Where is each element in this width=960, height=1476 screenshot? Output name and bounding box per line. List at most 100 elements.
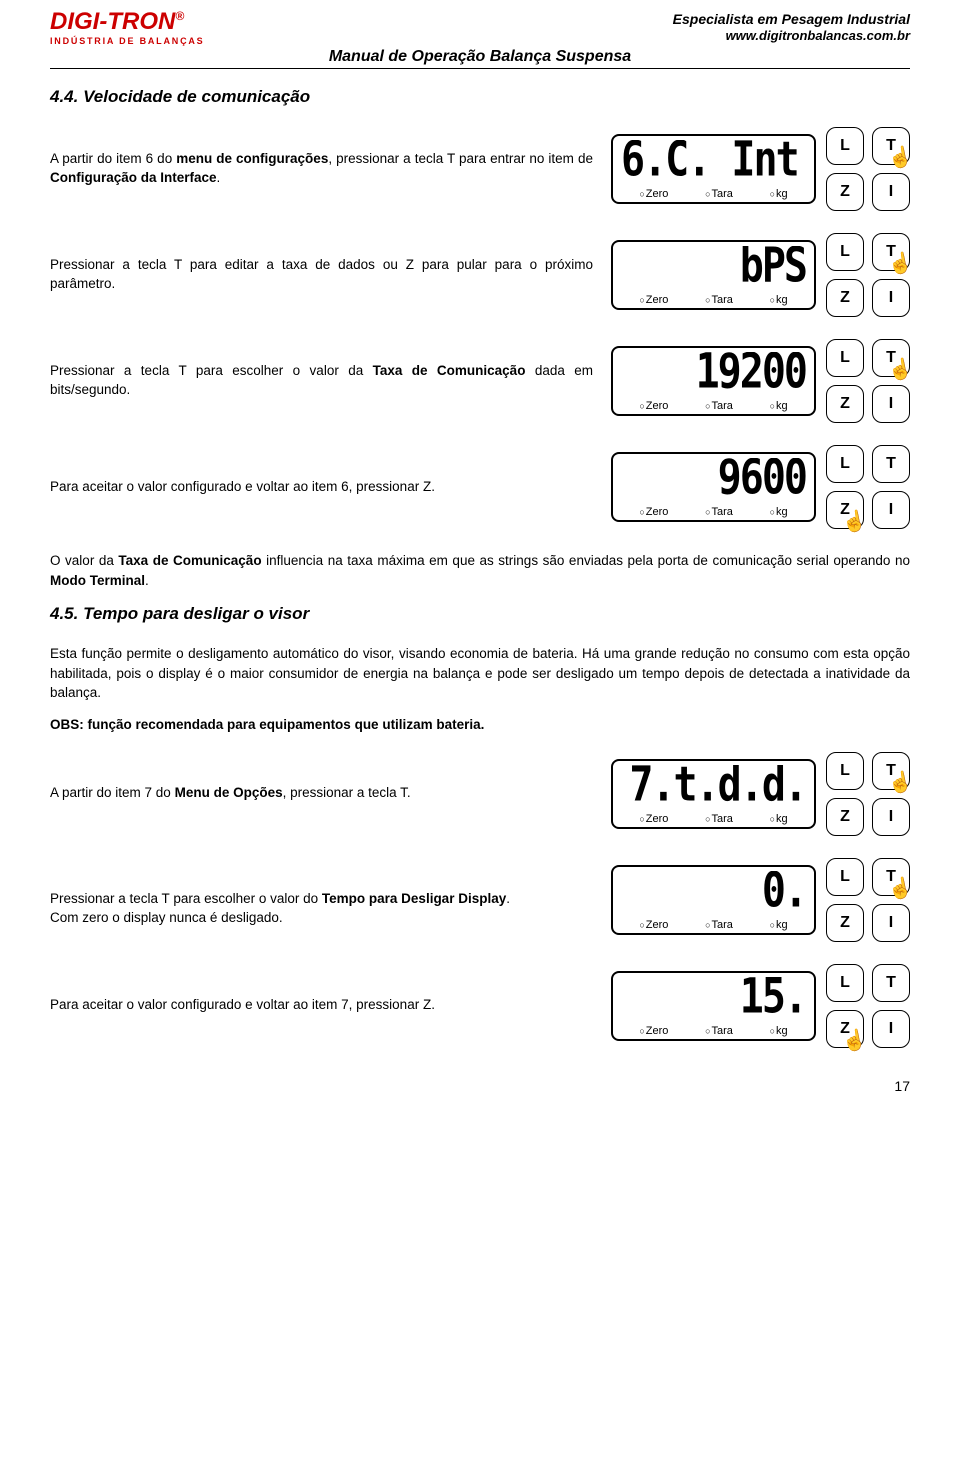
- lcd-value: 6.C. Int.: [621, 140, 806, 182]
- step-row: Para aceitar o valor configurado e volta…: [50, 445, 910, 529]
- page-header: DIGI-TRON® INDÚSTRIA DE BALANÇAS Especia…: [50, 10, 910, 69]
- lcd-labels: Zero Tara kg: [621, 813, 806, 825]
- page-number: 17: [50, 1078, 910, 1094]
- section-45-obs: OBS: função recomendada para equipamento…: [50, 717, 910, 732]
- button-T[interactable]: T☝: [872, 752, 910, 790]
- manual-title: Manual de Operação Balança Suspensa: [50, 48, 910, 66]
- website: www.digitronbalancas.com.br: [673, 28, 910, 45]
- lcd-label-tara: Tara: [705, 400, 733, 412]
- button-L[interactable]: L: [826, 858, 864, 896]
- button-grid: L T Z☝ I: [826, 445, 910, 529]
- step-row: Pressionar a tecla T para escolher o val…: [50, 339, 910, 423]
- lcd-label-zero: Zero: [639, 188, 668, 200]
- button-I[interactable]: I: [872, 491, 910, 529]
- lcd-labels: Zero Tara kg: [621, 1025, 806, 1037]
- display-group: 15. Zero Tara kg L T Z☝ I: [611, 964, 910, 1048]
- button-I[interactable]: I: [872, 1010, 910, 1048]
- button-L[interactable]: L: [826, 233, 864, 271]
- button-Z[interactable]: Z☝: [826, 1010, 864, 1048]
- button-I[interactable]: I: [872, 385, 910, 423]
- button-I[interactable]: I: [872, 173, 910, 211]
- button-Z[interactable]: Z: [826, 904, 864, 942]
- button-I[interactable]: I: [872, 279, 910, 317]
- lcd-label-kg: kg: [770, 506, 788, 518]
- section-44-footer-para: O valor da Taxa de Comunicação influenci…: [50, 551, 910, 590]
- logo-subtitle: INDÚSTRIA DE BALANÇAS: [50, 36, 204, 46]
- logo-reg: ®: [175, 9, 184, 23]
- step-row: A partir do item 7 do Menu de Opções, pr…: [50, 752, 910, 836]
- display-group: bPS Zero Tara kg L T☝ Z I: [611, 233, 910, 317]
- button-I[interactable]: I: [872, 904, 910, 942]
- lcd-value: 19200: [621, 352, 806, 394]
- lcd-value: 7.t.d.d.: [621, 765, 806, 807]
- tagline: Especialista em Pesagem Industrial: [673, 10, 910, 28]
- lcd-value: 15.: [621, 977, 806, 1019]
- step-row: A partir do item 6 do menu de configuraç…: [50, 127, 910, 211]
- lcd-labels: Zero Tara kg: [621, 919, 806, 931]
- lcd-label-kg: kg: [770, 1025, 788, 1037]
- lcd-display: 15. Zero Tara kg: [611, 971, 816, 1041]
- lcd-label-zero: Zero: [639, 400, 668, 412]
- button-L[interactable]: L: [826, 964, 864, 1002]
- step-text: A partir do item 7 do Menu de Opções, pr…: [50, 784, 593, 803]
- lcd-label-zero: Zero: [639, 506, 668, 518]
- lcd-display: 19200 Zero Tara kg: [611, 346, 816, 416]
- lcd-value: bPS: [621, 246, 806, 288]
- button-Z[interactable]: Z: [826, 385, 864, 423]
- step-text: Pressionar a tecla T para escolher o val…: [50, 871, 593, 928]
- lcd-label-zero: Zero: [639, 919, 668, 931]
- step-text: Para aceitar o valor configurado e volta…: [50, 478, 593, 497]
- section-45-intro: Esta função permite o desligamento autom…: [50, 644, 910, 703]
- button-Z[interactable]: Z: [826, 173, 864, 211]
- section-44-title: 4.4. Velocidade de comunicação: [50, 87, 910, 107]
- logo-text: DIGI-TRON: [50, 8, 175, 35]
- lcd-label-zero: Zero: [639, 813, 668, 825]
- display-group: 0. Zero Tara kg L T☝ Z I: [611, 858, 910, 942]
- button-Z[interactable]: Z: [826, 798, 864, 836]
- lcd-label-tara: Tara: [705, 919, 733, 931]
- step-text: Para aceitar o valor configurado e volta…: [50, 996, 593, 1015]
- button-grid: L T☝ Z I: [826, 127, 910, 211]
- lcd-label-kg: kg: [770, 294, 788, 306]
- lcd-label-kg: kg: [770, 188, 788, 200]
- lcd-value: 0.: [621, 871, 806, 913]
- display-group: 9600 Zero Tara kg L T Z☝ I: [611, 445, 910, 529]
- lcd-label-tara: Tara: [705, 506, 733, 518]
- section-45-title: 4.5. Tempo para desligar o visor: [50, 604, 910, 624]
- lcd-label-tara: Tara: [705, 1025, 733, 1037]
- step-row: Pressionar a tecla T para editar a taxa …: [50, 233, 910, 317]
- lcd-label-kg: kg: [770, 919, 788, 931]
- logo-main: DIGI-TRON®: [50, 10, 204, 34]
- button-T[interactable]: T☝: [872, 858, 910, 896]
- lcd-display: 7.t.d.d. Zero Tara kg: [611, 759, 816, 829]
- button-Z[interactable]: Z: [826, 279, 864, 317]
- button-grid: L T☝ Z I: [826, 858, 910, 942]
- lcd-label-tara: Tara: [705, 188, 733, 200]
- button-T[interactable]: T☝: [872, 127, 910, 165]
- lcd-labels: Zero Tara kg: [621, 188, 806, 200]
- button-grid: L T☝ Z I: [826, 233, 910, 317]
- button-T[interactable]: T☝: [872, 233, 910, 271]
- lcd-label-zero: Zero: [639, 294, 668, 306]
- button-L[interactable]: L: [826, 127, 864, 165]
- button-T[interactable]: T: [872, 445, 910, 483]
- button-L[interactable]: L: [826, 445, 864, 483]
- button-I[interactable]: I: [872, 798, 910, 836]
- button-L[interactable]: L: [826, 752, 864, 790]
- step-row: Pressionar a tecla T para escolher o val…: [50, 858, 910, 942]
- button-T[interactable]: T: [872, 964, 910, 1002]
- step-row: Para aceitar o valor configurado e volta…: [50, 964, 910, 1048]
- lcd-labels: Zero Tara kg: [621, 506, 806, 518]
- button-grid: L T Z☝ I: [826, 964, 910, 1048]
- lcd-label-zero: Zero: [639, 1025, 668, 1037]
- button-Z[interactable]: Z☝: [826, 491, 864, 529]
- display-group: 7.t.d.d. Zero Tara kg L T☝ Z I: [611, 752, 910, 836]
- button-L[interactable]: L: [826, 339, 864, 377]
- step-text: Pressionar a tecla T para escolher o val…: [50, 362, 593, 400]
- button-T[interactable]: T☝: [872, 339, 910, 377]
- lcd-labels: Zero Tara kg: [621, 294, 806, 306]
- step-text: Pressionar a tecla T para editar a taxa …: [50, 256, 593, 294]
- lcd-label-kg: kg: [770, 813, 788, 825]
- lcd-value: 9600: [621, 458, 806, 500]
- header-right: Especialista em Pesagem Industrial www.d…: [673, 10, 910, 45]
